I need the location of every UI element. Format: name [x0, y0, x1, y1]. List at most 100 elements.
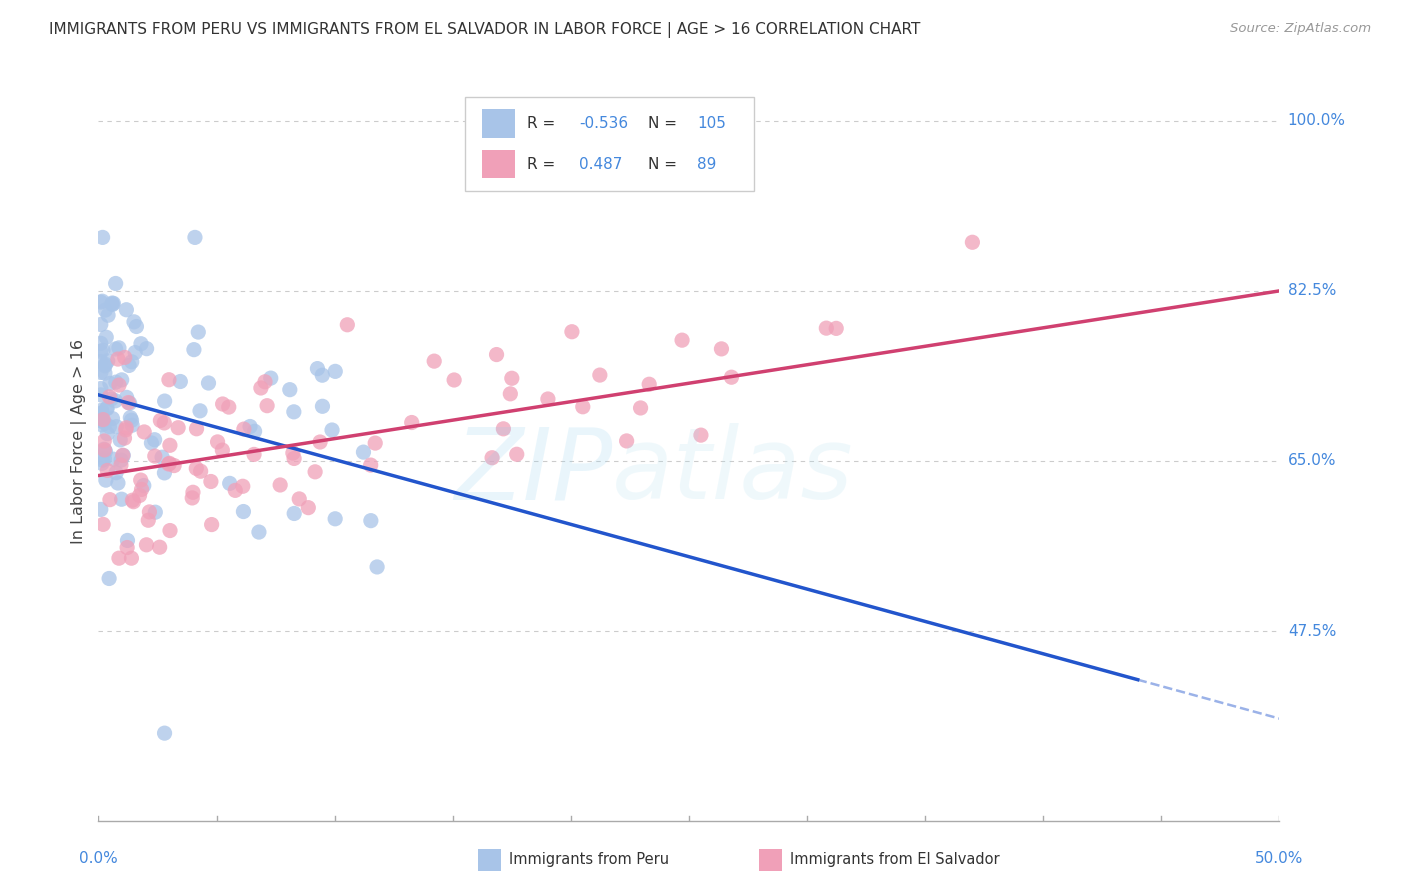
- Point: [153, 466, 176, 480]
- Point: [112, 449, 135, 463]
- Text: Immigrants from El Salvador: Immigrants from El Salvador: [790, 853, 1000, 867]
- Point: [247, 525, 270, 540]
- Text: 0.487: 0.487: [579, 156, 623, 171]
- Text: Immigrants from Peru: Immigrants from Peru: [509, 853, 669, 867]
- Point: [360, 514, 382, 528]
- Point: [90, 413, 112, 427]
- Point: [111, 373, 134, 387]
- Text: Source: ZipAtlas.com: Source: ZipAtlas.com: [1230, 22, 1371, 36]
- Text: 65.0%: 65.0%: [1288, 453, 1336, 468]
- FancyBboxPatch shape: [464, 96, 754, 191]
- Point: [121, 413, 143, 427]
- Point: [91, 517, 114, 532]
- Point: [91, 453, 114, 467]
- Point: [232, 504, 254, 518]
- Point: [336, 318, 359, 332]
- Point: [91, 456, 114, 470]
- Point: [117, 395, 139, 409]
- Point: [224, 483, 246, 498]
- Point: [94, 303, 117, 318]
- Point: [94, 473, 117, 487]
- Point: [91, 414, 114, 428]
- Point: [181, 491, 204, 505]
- Point: [111, 448, 134, 462]
- Point: [401, 416, 423, 430]
- Point: [115, 390, 138, 404]
- Point: [239, 419, 262, 434]
- Point: [278, 383, 301, 397]
- Point: [97, 308, 120, 322]
- Point: [103, 452, 125, 467]
- Point: [135, 342, 157, 356]
- Point: [90, 336, 112, 351]
- Point: [93, 442, 115, 457]
- Text: R =: R =: [527, 156, 560, 171]
- Point: [104, 375, 127, 389]
- Text: atlas: atlas: [612, 424, 853, 520]
- Point: [136, 513, 159, 527]
- Text: N =: N =: [648, 156, 682, 171]
- Point: [360, 458, 382, 472]
- Point: [91, 230, 114, 244]
- Point: [232, 479, 254, 493]
- Point: [163, 458, 186, 473]
- Point: [307, 361, 329, 376]
- Point: [107, 476, 129, 491]
- Text: -0.536: -0.536: [579, 116, 628, 131]
- Point: [108, 551, 131, 566]
- Point: [323, 364, 346, 378]
- Point: [630, 401, 652, 415]
- Point: [90, 409, 112, 423]
- Point: [90, 406, 112, 420]
- Point: [256, 399, 278, 413]
- Point: [710, 342, 733, 356]
- Point: [131, 483, 153, 497]
- Point: [187, 325, 209, 339]
- Point: [167, 420, 190, 434]
- Point: [98, 419, 121, 434]
- Point: [184, 230, 207, 244]
- Point: [138, 505, 160, 519]
- Point: [101, 297, 124, 311]
- Point: [153, 726, 176, 740]
- Point: [218, 400, 240, 414]
- Point: [288, 491, 311, 506]
- Point: [311, 368, 333, 383]
- Point: [485, 347, 508, 361]
- Point: [115, 421, 138, 435]
- Point: [108, 433, 131, 447]
- Point: [90, 417, 112, 432]
- Point: [143, 433, 166, 447]
- Point: [501, 371, 523, 385]
- Text: 0.0%: 0.0%: [79, 851, 118, 866]
- Point: [98, 376, 121, 391]
- Point: [96, 426, 118, 441]
- Point: [260, 371, 283, 385]
- Point: [110, 458, 132, 472]
- Point: [104, 277, 127, 291]
- Point: [120, 551, 142, 566]
- Point: [114, 431, 136, 445]
- Point: [143, 505, 166, 519]
- Point: [94, 444, 117, 458]
- Point: [283, 507, 305, 521]
- Point: [159, 438, 181, 452]
- Point: [114, 423, 136, 437]
- Point: [671, 333, 693, 347]
- Point: [93, 416, 115, 430]
- Point: [90, 354, 112, 368]
- Point: [94, 359, 117, 373]
- FancyBboxPatch shape: [482, 110, 516, 138]
- Point: [135, 538, 157, 552]
- Point: [297, 500, 319, 515]
- Point: [121, 355, 143, 369]
- Point: [96, 401, 118, 416]
- Point: [309, 435, 332, 450]
- Text: N =: N =: [648, 116, 682, 131]
- Point: [98, 572, 121, 586]
- Point: [269, 478, 291, 492]
- Point: [90, 295, 112, 310]
- Point: [157, 457, 180, 471]
- Point: [103, 296, 125, 310]
- Point: [281, 446, 304, 460]
